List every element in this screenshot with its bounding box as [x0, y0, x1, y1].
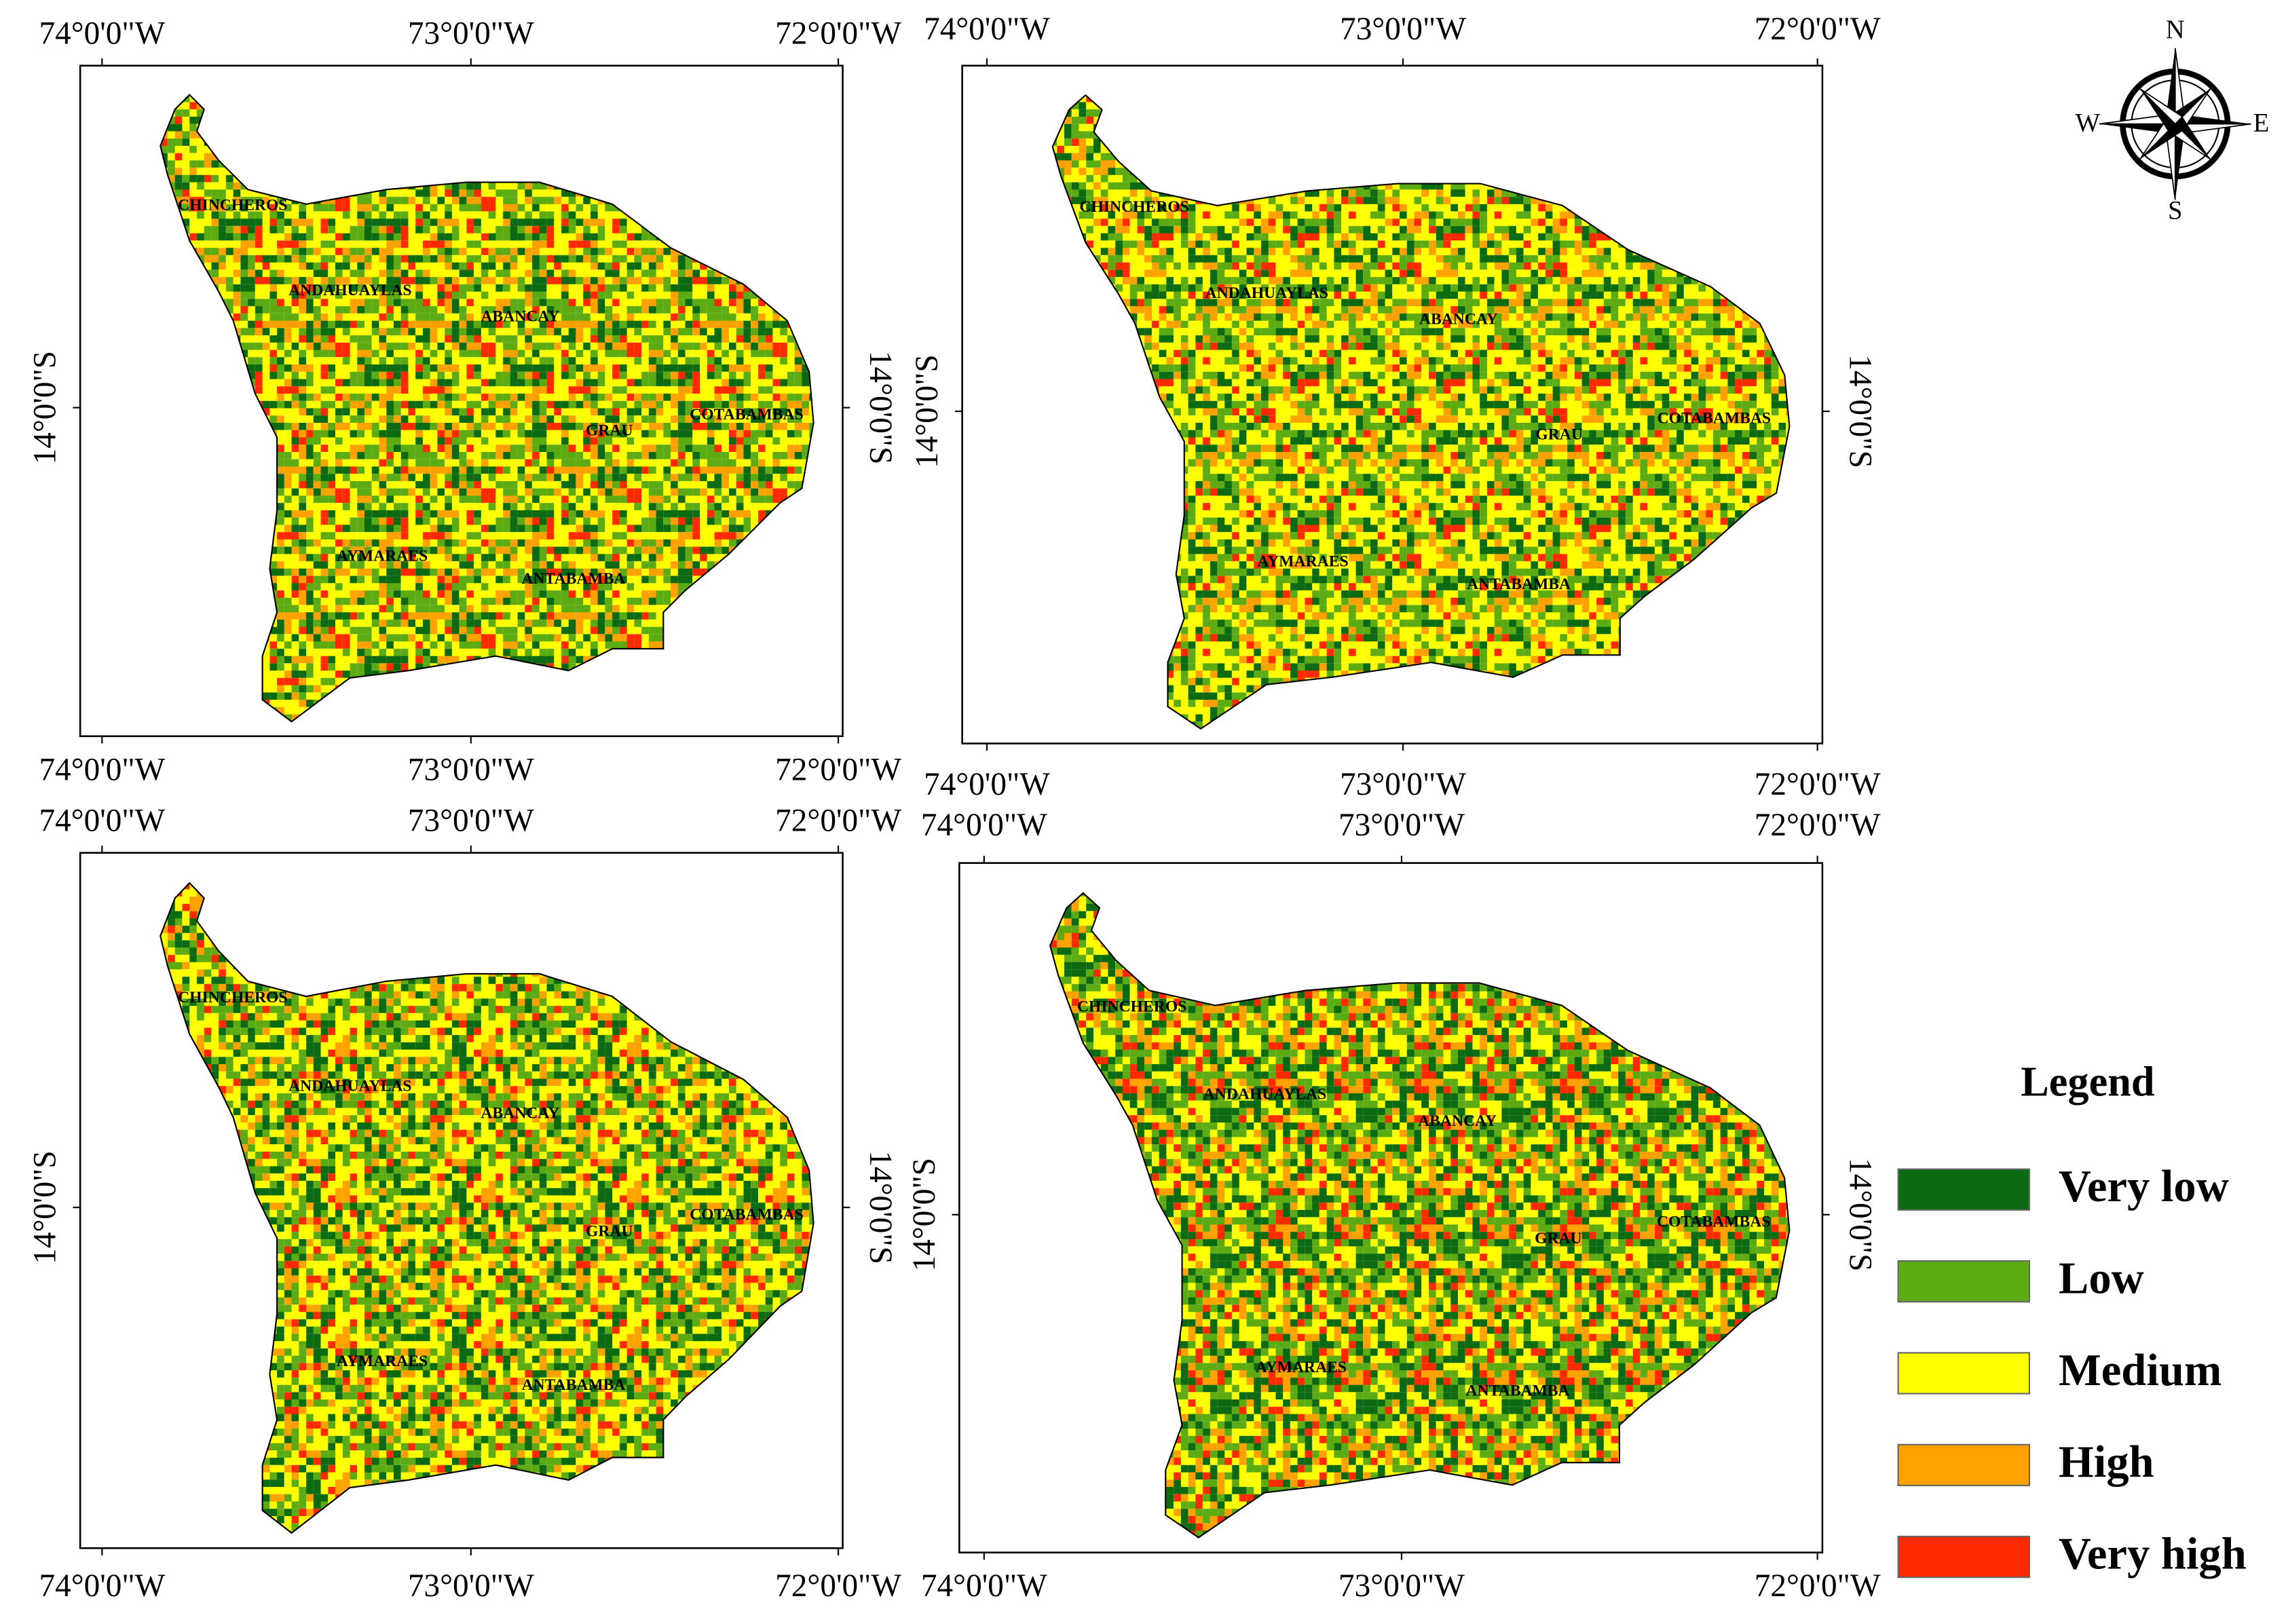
- province-label: ANDAHUAYLAS: [288, 282, 411, 299]
- compass-point: [2099, 124, 2175, 134]
- lon-label: 73°0'0"W: [1338, 1568, 1465, 1604]
- lat-label: 14°0'0"S: [863, 351, 898, 464]
- lat-label: 14°0'0"S: [28, 351, 63, 464]
- lon-label: 74°0'0"W: [921, 1568, 1047, 1604]
- lat-label: 14°0'0"S: [863, 1150, 898, 1264]
- province-label: ABANCAY: [1419, 311, 1498, 328]
- region: [160, 94, 814, 723]
- region: [1049, 892, 1791, 1538]
- province-label: ANDAHUAYLAS: [1203, 1085, 1326, 1103]
- lon-label: 73°0'0"W: [1338, 808, 1465, 843]
- lon-label: 73°0'0"W: [408, 804, 534, 839]
- lat-label: 14°0'0"S: [28, 1150, 63, 1264]
- province-label: ABANCAY: [481, 1104, 559, 1122]
- province-label: COTABAMBAS: [690, 1206, 803, 1224]
- legend-label: Very low: [2059, 1162, 2229, 1211]
- lat-label: 14°0'0"S: [907, 1158, 942, 1271]
- legend-swatch: [1897, 1352, 2031, 1395]
- lon-label: 74°0'0"W: [39, 16, 165, 52]
- province-label: COTABAMBAS: [1657, 410, 1771, 428]
- lon-label: 74°0'0"W: [39, 804, 165, 839]
- lon-label: 73°0'0"W: [408, 1568, 534, 1604]
- province-label: AYMARAES: [337, 1353, 428, 1370]
- lon-label: 72°0'0"W: [775, 752, 901, 787]
- legend-swatch: [1897, 1443, 2031, 1486]
- province-label: COTABAMBAS: [1657, 1213, 1770, 1230]
- province-label: CHINCHEROS: [1079, 198, 1188, 216]
- lon-label: 72°0'0"W: [775, 804, 901, 839]
- province-label: GRAU: [1535, 426, 1583, 444]
- province-label: CHINCHEROS: [178, 989, 287, 1006]
- province-label: COTABAMBAS: [690, 406, 803, 423]
- province-label: CHINCHEROS: [178, 197, 287, 214]
- legend-label: Low: [2059, 1254, 2144, 1304]
- compass-point: [2165, 48, 2175, 124]
- legend-label: Medium: [2059, 1346, 2222, 1395]
- lon-label: 72°0'0"W: [775, 16, 901, 52]
- province-label: GRAU: [586, 1222, 633, 1240]
- province-label: ANTABAMBA: [1466, 1382, 1570, 1399]
- legend-label: Very high: [2059, 1530, 2247, 1579]
- province-label: CHINCHEROS: [1077, 998, 1186, 1015]
- province-label: ANTABAMBA: [521, 1376, 625, 1394]
- lon-label: 73°0'0"W: [1340, 767, 1466, 802]
- lat-label: 14°0'0"S: [910, 354, 945, 468]
- compass-letter: S: [2168, 197, 2183, 225]
- compass-point: [2139, 88, 2184, 125]
- lon-label: 73°0'0"W: [408, 16, 534, 52]
- compass-point: [2140, 89, 2175, 132]
- province-label: ABANCAY: [1418, 1112, 1497, 1130]
- lon-label: 73°0'0"W: [1340, 12, 1466, 47]
- lon-label: 72°0'0"W: [775, 1568, 901, 1604]
- province-label: ANDAHUAYLAS: [1205, 284, 1328, 302]
- province-label: AYMARAES: [1257, 552, 1348, 570]
- legend-swatch: [1897, 1168, 2031, 1211]
- province-label: ANTABAMBA: [1467, 575, 1571, 593]
- province-label: AYMARAES: [337, 547, 428, 565]
- province-label: ANDAHUAYLAS: [288, 1077, 411, 1095]
- legend-label: High: [2059, 1437, 2154, 1487]
- province-label: GRAU: [586, 422, 633, 440]
- legend-swatch: [1897, 1260, 2031, 1303]
- lon-label: 72°0'0"W: [1755, 1568, 1881, 1604]
- lon-label: 74°0'0"W: [924, 12, 1050, 47]
- legend-swatch: [1897, 1535, 2031, 1579]
- province-label: GRAU: [1535, 1230, 1582, 1247]
- compass-letter: W: [2076, 109, 2101, 138]
- lon-label: 74°0'0"W: [39, 752, 165, 787]
- lon-label: 74°0'0"W: [924, 767, 1050, 802]
- legend-title: Legend: [2021, 1059, 2154, 1106]
- lat-label: 14°0'0"S: [1843, 1158, 1878, 1271]
- compass-point: [2140, 124, 2183, 159]
- region: [160, 882, 814, 1534]
- lon-label: 74°0'0"W: [921, 808, 1047, 843]
- province-label: ANTABAMBA: [521, 570, 625, 588]
- lat-label: 14°0'0"S: [1843, 354, 1878, 468]
- province-label: AYMARAES: [1256, 1359, 1347, 1376]
- lon-label: 72°0'0"W: [1755, 12, 1881, 47]
- region: [1051, 94, 1791, 730]
- lon-label: 72°0'0"W: [1755, 808, 1881, 843]
- province-label: ABANCAY: [481, 308, 559, 326]
- lon-label: 73°0'0"W: [408, 752, 534, 787]
- compass-letter: N: [2166, 16, 2185, 44]
- lon-label: 72°0'0"W: [1755, 767, 1881, 802]
- lon-label: 74°0'0"W: [39, 1568, 165, 1604]
- compass-point: [2175, 117, 2211, 159]
- compass-letter: E: [2253, 109, 2270, 138]
